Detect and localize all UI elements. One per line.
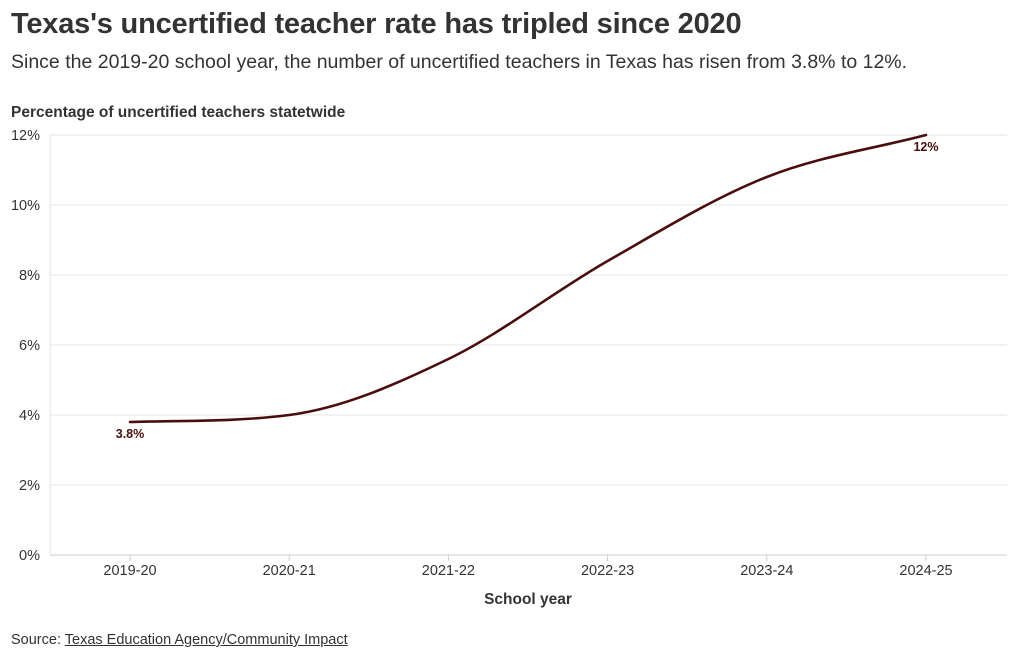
y-axis-title: Percentage of uncertified teachers state… bbox=[11, 104, 346, 121]
x-tick-label: 2020-21 bbox=[263, 563, 316, 579]
x-axis-title: School year bbox=[484, 591, 572, 608]
chart-subtitle: Since the 2019-20 school year, the numbe… bbox=[11, 51, 908, 73]
x-tick-label: 2023-24 bbox=[740, 563, 793, 579]
y-tick-labels: 0% 2% 4% 6% 8% 10% 12% bbox=[11, 128, 40, 564]
data-label: 12% bbox=[913, 140, 938, 154]
y-tick-label: 12% bbox=[11, 128, 40, 144]
y-tick-label: 0% bbox=[19, 548, 40, 564]
chart-title: Texas's uncertified teacher rate has tri… bbox=[11, 8, 742, 40]
x-tick-label: 2022-23 bbox=[581, 563, 634, 579]
series-lines bbox=[128, 133, 928, 424]
x-tick-label: 2019-20 bbox=[103, 563, 156, 579]
chart-area: Percentage of uncertified teachers state… bbox=[0, 95, 1020, 615]
y-tick-label: 4% bbox=[19, 408, 40, 424]
y-tick-label: 10% bbox=[11, 198, 40, 214]
y-tick-label: 8% bbox=[19, 268, 40, 284]
series-line bbox=[128, 133, 928, 424]
data-label: 3.8% bbox=[116, 427, 145, 441]
y-tick-label: 6% bbox=[19, 338, 40, 354]
x-tick-label: 2021-22 bbox=[422, 563, 475, 579]
x-tick-labels: 2019-20 2020-21 2021-22 2022-23 2023-24 2024-… bbox=[103, 563, 952, 579]
y-tick-label: 2% bbox=[19, 478, 40, 494]
axes bbox=[49, 135, 1007, 561]
line-chart: Percentage of uncertified teachers state… bbox=[11, 104, 1007, 608]
source-note: Source: Texas Education Agency/Community… bbox=[11, 632, 348, 648]
source-link[interactable]: Texas Education Agency/Community Impact bbox=[64, 632, 348, 648]
data-labels: 3.8% 12% bbox=[116, 140, 939, 441]
x-tick-label: 2024-25 bbox=[899, 563, 952, 579]
source-prefix: Source: bbox=[11, 632, 65, 648]
gridlines bbox=[50, 134, 1007, 486]
